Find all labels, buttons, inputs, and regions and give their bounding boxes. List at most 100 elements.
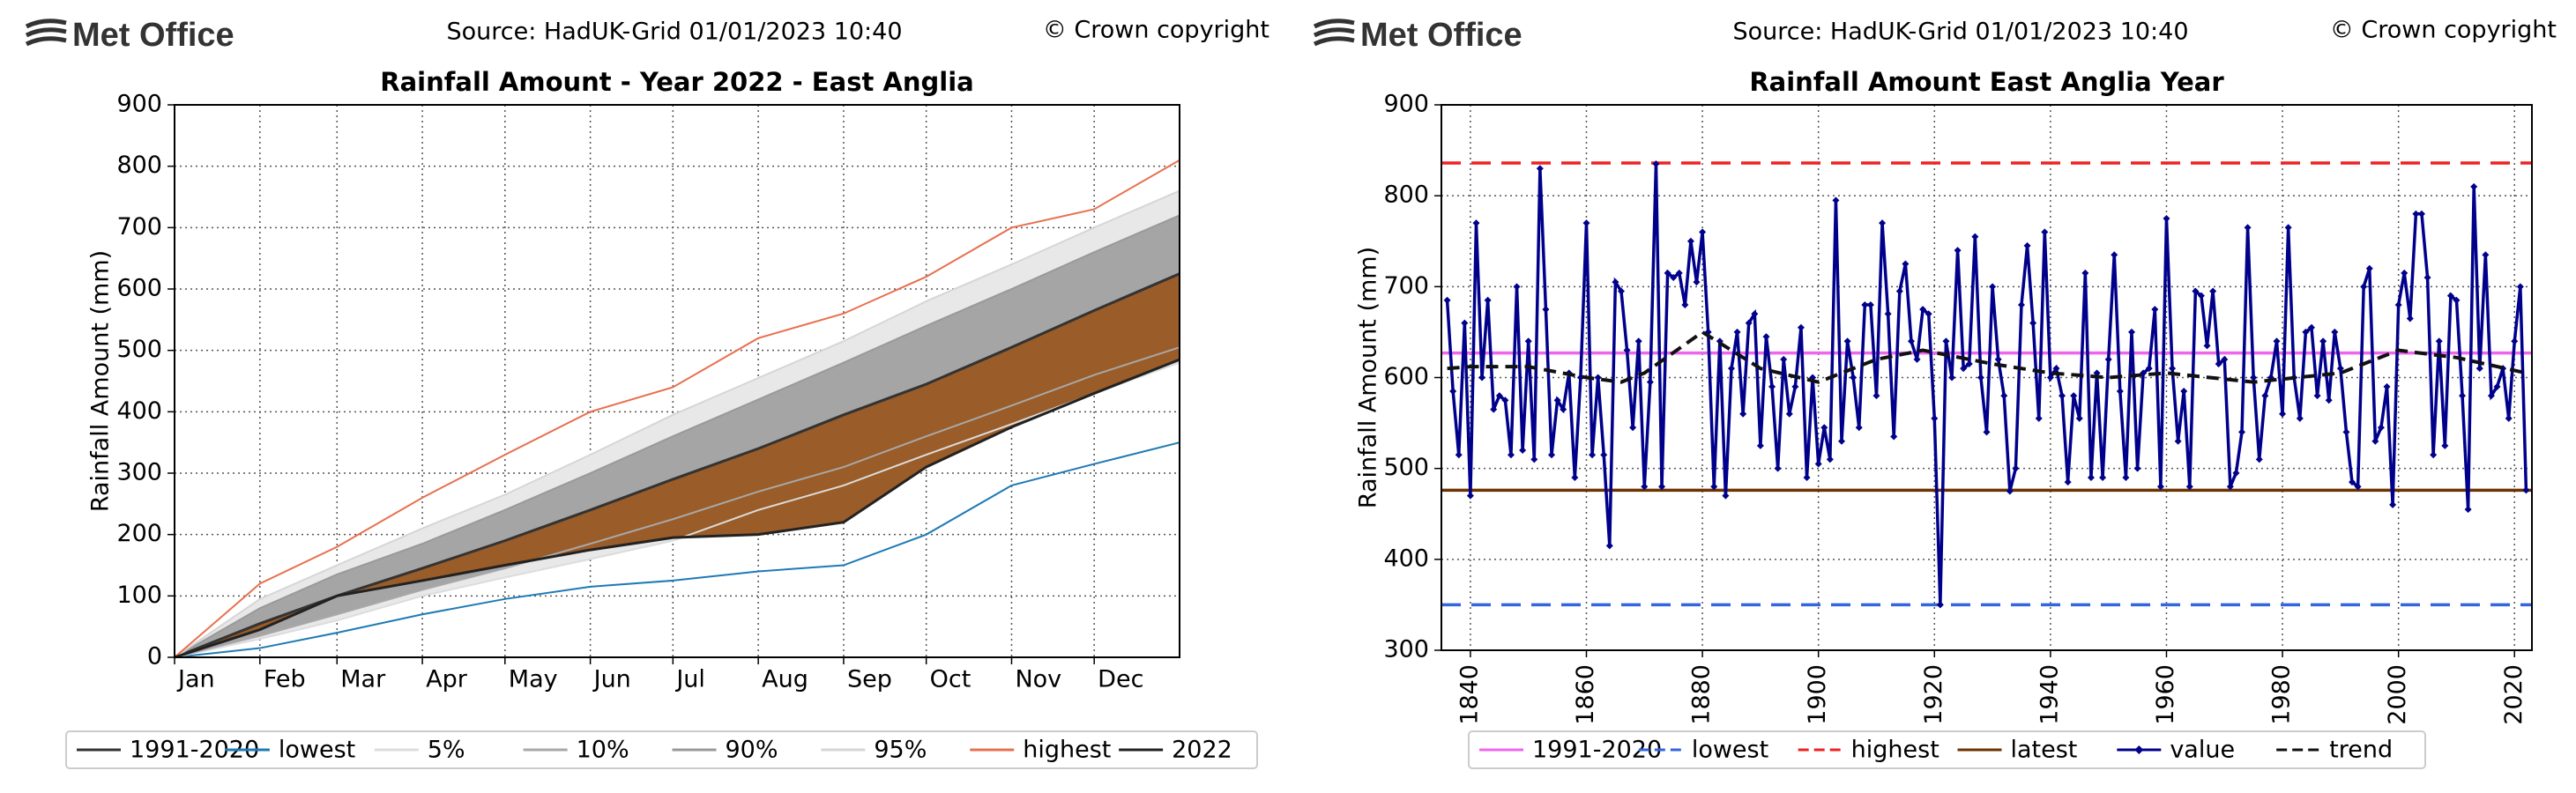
data-point	[1722, 492, 1730, 500]
x-tick-label: Dec	[1098, 666, 1143, 693]
data-point	[2111, 251, 2118, 259]
data-point	[1739, 410, 1747, 418]
legend-marker	[2134, 745, 2144, 754]
data-point	[2151, 306, 2159, 314]
data-point	[2017, 300, 2025, 308]
x-tick-label: Jul	[674, 666, 705, 693]
data-point	[2435, 337, 2443, 345]
data-point	[2446, 292, 2454, 300]
data-point	[1983, 428, 1991, 436]
data-point	[1710, 483, 1718, 491]
data-point	[1617, 287, 1625, 295]
data-point	[2035, 414, 2043, 422]
data-point	[1838, 437, 1846, 445]
data-point	[1495, 392, 1503, 400]
data-point	[2133, 464, 2141, 472]
data-point	[1652, 160, 1660, 168]
data-point	[1913, 355, 1921, 363]
data-point	[2023, 241, 2031, 249]
data-point	[1971, 233, 1979, 241]
x-tick-label: 1960	[2152, 664, 2179, 725]
data-point	[1942, 337, 1950, 345]
plot-frame	[174, 104, 1180, 658]
data-point	[2250, 374, 2258, 382]
data-point	[2238, 428, 2246, 436]
data-point	[1890, 433, 1898, 441]
data-point	[1762, 333, 1770, 341]
data-point	[1605, 542, 1613, 550]
series-line	[174, 159, 1180, 658]
y-tick-label: 800	[116, 152, 162, 179]
data-point	[2459, 392, 2467, 400]
x-tick-label: Jan	[176, 666, 215, 693]
x-tick-label: Jun	[592, 666, 631, 693]
data-point	[2203, 342, 2211, 350]
data-point	[1681, 300, 1689, 308]
data-point	[2453, 296, 2461, 304]
data-point	[1820, 424, 1828, 432]
data-point	[2505, 414, 2513, 422]
x-tick-label: Mar	[340, 666, 386, 693]
y-tick-label: 400	[1383, 545, 1429, 572]
x-tick-label: 2000	[2384, 664, 2411, 725]
data-point	[1780, 355, 1788, 363]
data-point	[2349, 478, 2356, 486]
data-point	[1925, 310, 1932, 318]
data-point	[2482, 251, 2490, 259]
source: Source: HadUK-Grid 01/01/2023 10:40	[446, 19, 902, 46]
data-point	[1699, 228, 1707, 236]
data-point	[2059, 392, 2066, 400]
legend-label: 5%	[428, 737, 465, 764]
data-point	[2255, 456, 2263, 463]
data-point	[1461, 319, 1469, 327]
data-point	[2284, 224, 2292, 232]
data-point	[1994, 355, 2002, 363]
logo-icon	[25, 19, 1355, 47]
data-point	[2221, 355, 2229, 363]
data-point	[1774, 464, 1782, 472]
data-point	[1907, 337, 1915, 345]
data-point	[2470, 182, 2478, 190]
y-tick-label: 900	[1383, 91, 1429, 118]
data-point	[1814, 460, 1822, 468]
data-point	[1948, 374, 1956, 382]
x-tick-label: 1900	[1804, 664, 1831, 725]
data-point	[1623, 346, 1631, 354]
series-line	[174, 361, 1180, 658]
data-point	[1466, 492, 1474, 500]
data-point	[1902, 260, 1910, 268]
data-point	[2041, 228, 2049, 236]
data-point	[2441, 441, 2449, 449]
x-tick-label: Aug	[762, 666, 808, 693]
data-point	[1612, 278, 1619, 286]
data-point	[2522, 486, 2530, 494]
legend-label: trend	[2329, 737, 2393, 764]
data-point	[2412, 210, 2420, 218]
data-point	[2493, 382, 2501, 390]
x-tick-label: 1940	[2036, 664, 2063, 725]
legend-label: value	[2170, 737, 2235, 764]
data-point	[2389, 500, 2397, 508]
data-point	[1553, 396, 1561, 404]
series-line	[174, 214, 1180, 658]
y-tick-label: 600	[116, 275, 162, 302]
data-point	[2307, 323, 2315, 331]
data-point	[1670, 274, 1678, 282]
data-point	[2342, 428, 2350, 436]
y-tick-label: 500	[1383, 454, 1429, 481]
data-point	[1989, 283, 1997, 291]
x-tick-label: Oct	[930, 666, 972, 693]
data-point	[1530, 456, 1538, 463]
data-point	[1977, 374, 1984, 382]
data-point	[1484, 296, 1492, 304]
data-point	[2156, 483, 2164, 491]
data-point	[2087, 473, 2095, 481]
x-tick-label: 1860	[1572, 664, 1599, 725]
data-point	[2464, 506, 2472, 514]
data-point	[1560, 405, 1567, 413]
data-point	[2192, 287, 2200, 295]
data-point	[1693, 278, 1701, 286]
data-point	[1895, 287, 1903, 295]
data-point	[1960, 365, 1968, 373]
